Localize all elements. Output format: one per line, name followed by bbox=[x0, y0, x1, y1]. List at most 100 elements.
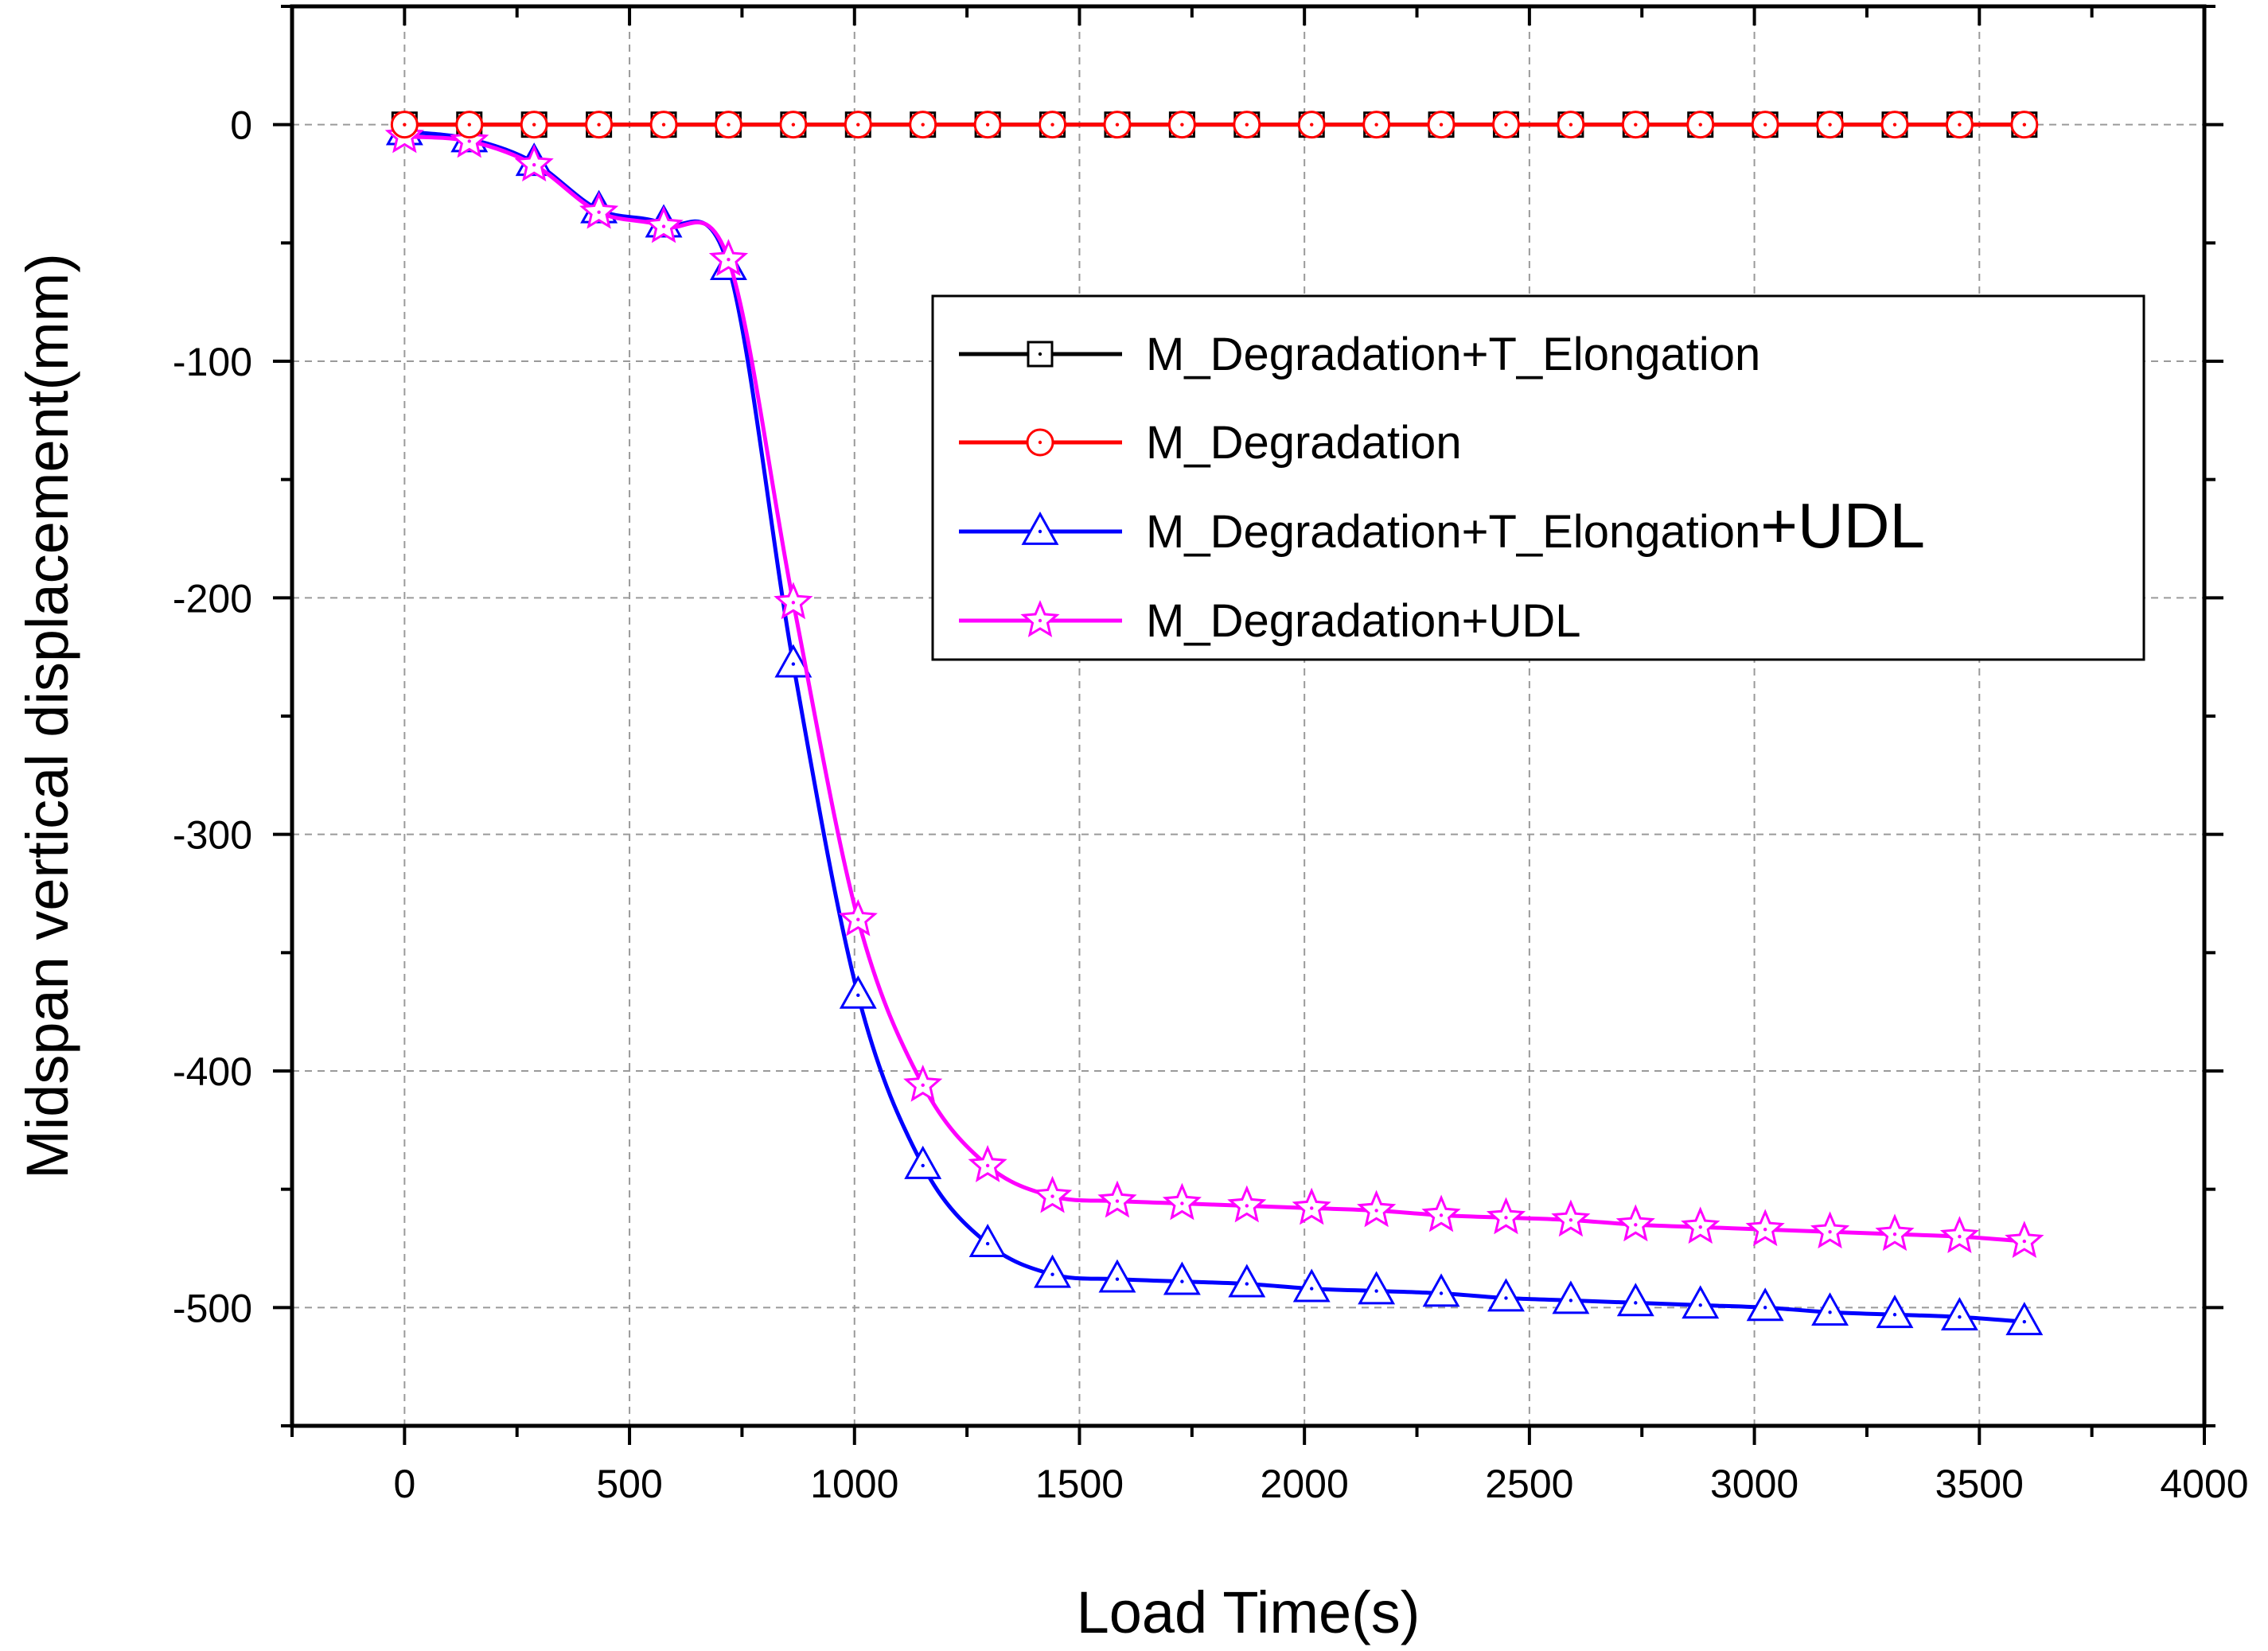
axis-ticks: 0 500 1000 1500 2000 2500 3000 3500 4000 0 -100 -20… bbox=[173, 5, 2249, 1506]
series-4 bbox=[384, 115, 2044, 1259]
series-2-point-3-center-dot bbox=[597, 123, 601, 127]
series-2 bbox=[390, 111, 2039, 139]
series-3-point-24 bbox=[1940, 1297, 1978, 1331]
series-4-point-2-center-dot bbox=[532, 163, 536, 167]
series-3-point-6 bbox=[774, 644, 813, 678]
series-3-point-13 bbox=[1228, 1264, 1266, 1298]
series-4-point-7-center-dot bbox=[856, 917, 860, 921]
series-4-point-18-center-dot bbox=[1569, 1218, 1573, 1222]
legend-label-4: M_Degradation+UDL bbox=[1146, 595, 1580, 647]
series-3-point-16-center-dot bbox=[1439, 1291, 1444, 1295]
series-3-point-25 bbox=[2005, 1302, 2044, 1336]
series-2-point-5-center-dot bbox=[727, 123, 731, 127]
legend-label-2: M_Degradation bbox=[1146, 417, 1462, 469]
series-2-point-18-center-dot bbox=[1569, 123, 1573, 127]
series-3-point-24-center-dot bbox=[1958, 1315, 1962, 1319]
series-4-point-8-center-dot bbox=[921, 1083, 925, 1088]
series-3-point-23 bbox=[1876, 1295, 1914, 1329]
series-3-point-10 bbox=[1034, 1254, 1072, 1288]
series-3-point-14 bbox=[1292, 1268, 1331, 1302]
series-3-point-12 bbox=[1163, 1261, 1201, 1295]
series-3-point-19 bbox=[1616, 1283, 1654, 1317]
series-4-point-25-center-dot bbox=[2022, 1239, 2027, 1244]
series-2-point-2-center-dot bbox=[532, 123, 536, 127]
series-3-point-22 bbox=[1811, 1292, 1849, 1326]
series-2-point-8-center-dot bbox=[921, 123, 925, 127]
series-2-point-15-center-dot bbox=[1374, 123, 1378, 127]
series-3-point-11-center-dot bbox=[1115, 1277, 1120, 1281]
series-2-point-12-center-dot bbox=[1180, 123, 1184, 127]
series-2-point-21-center-dot bbox=[1763, 123, 1767, 127]
legend-entry-4: M_Degradation+UDL bbox=[959, 595, 1580, 647]
series-4-point-16-center-dot bbox=[1439, 1213, 1444, 1217]
legend: M_Degradation+T_Elongation M_Degradation M… bbox=[931, 294, 2145, 661]
series-2-point-24-center-dot bbox=[1958, 123, 1962, 127]
x-tick-label: 1000 bbox=[810, 1462, 898, 1506]
series-2-point-6-center-dot bbox=[791, 123, 796, 127]
series-4-point-17-center-dot bbox=[1504, 1216, 1508, 1220]
series-2-point-23-center-dot bbox=[1892, 123, 1897, 127]
series-4-point-12-center-dot bbox=[1180, 1201, 1184, 1205]
series-3-point-8 bbox=[904, 1145, 942, 1179]
series-3-point-20 bbox=[1682, 1285, 1720, 1319]
y-tick-label: -100 bbox=[173, 340, 252, 384]
y-tick-label: -300 bbox=[173, 813, 252, 858]
x-tick-label: 2500 bbox=[1485, 1462, 1573, 1506]
legend-marker-3 bbox=[1021, 511, 1059, 545]
legend-label-name: M_Degradation+T_Elongation bbox=[1146, 506, 1760, 558]
series-3-point-16 bbox=[1422, 1273, 1460, 1307]
series-4-point-6-center-dot bbox=[791, 601, 796, 605]
legend-marker-2-center-dot bbox=[1038, 440, 1042, 445]
series-4-point-19-center-dot bbox=[1634, 1223, 1638, 1227]
series-3-point-18-center-dot bbox=[1569, 1299, 1573, 1302]
series-3-point-21-center-dot bbox=[1763, 1306, 1767, 1310]
series-4-point-14-center-dot bbox=[1310, 1206, 1314, 1210]
series-3-point-11 bbox=[1098, 1259, 1136, 1293]
series-2-point-4-center-dot bbox=[661, 123, 666, 127]
series-3-point-9-center-dot bbox=[985, 1241, 990, 1246]
series-2-point-22-center-dot bbox=[1828, 123, 1832, 127]
legend-label-1: M_Degradation+T_Elongation bbox=[1146, 329, 1760, 380]
series-4-point-3-center-dot bbox=[597, 210, 601, 214]
series-3-point-7 bbox=[839, 975, 877, 1009]
series-4-point-1-center-dot bbox=[467, 139, 471, 143]
series-2-point-10-center-dot bbox=[1050, 123, 1054, 127]
series-3-point-21 bbox=[1746, 1287, 1784, 1322]
series-3-point-15 bbox=[1358, 1271, 1396, 1305]
legend-marker-4-center-dot bbox=[1038, 618, 1042, 623]
series-3-point-17 bbox=[1487, 1278, 1525, 1312]
legend-entry-3: M_Degradation+T_Elongation+UDL bbox=[959, 490, 1925, 561]
x-axis-title: Load Time(s) bbox=[1077, 1579, 1420, 1645]
series-3-point-17-center-dot bbox=[1504, 1296, 1508, 1300]
series-4-point-9-center-dot bbox=[985, 1163, 990, 1168]
series-3-point-9 bbox=[968, 1223, 1007, 1257]
x-tick-label: 3500 bbox=[1935, 1462, 2024, 1506]
x-tick-label: 500 bbox=[596, 1462, 662, 1506]
series-2-point-13-center-dot bbox=[1245, 123, 1249, 127]
series-4-point-5-center-dot bbox=[727, 257, 731, 262]
series-4-point-20-center-dot bbox=[1698, 1225, 1702, 1229]
series-2-point-17-center-dot bbox=[1504, 123, 1508, 127]
y-axis-title: Midspan vertical displacement(mm) bbox=[14, 253, 80, 1179]
series-3-point-22-center-dot bbox=[1828, 1310, 1832, 1314]
series-3-point-20-center-dot bbox=[1698, 1303, 1702, 1307]
x-tick-label: 4000 bbox=[2160, 1462, 2248, 1506]
series-4-point-24-center-dot bbox=[1958, 1234, 1962, 1239]
series-2-point-19-center-dot bbox=[1634, 123, 1638, 127]
legend-box bbox=[931, 294, 2145, 661]
series-3-point-18 bbox=[1552, 1280, 1590, 1314]
series-2-point-14-center-dot bbox=[1310, 123, 1314, 127]
series-4-point-15-center-dot bbox=[1374, 1209, 1378, 1213]
series-3-point-7-center-dot bbox=[856, 993, 860, 998]
y-tick-label: -500 bbox=[173, 1286, 252, 1330]
y-tick-label: -400 bbox=[173, 1049, 252, 1094]
series-4-point-4-center-dot bbox=[661, 224, 666, 228]
legend-label-name: M_Degradation+UDL bbox=[1146, 595, 1580, 647]
series-3-point-19-center-dot bbox=[1634, 1301, 1638, 1305]
series-2-point-7-center-dot bbox=[856, 123, 860, 127]
x-tick-label: 3000 bbox=[1710, 1462, 1798, 1506]
series-3-point-8-center-dot bbox=[921, 1163, 925, 1168]
x-tick-label: 2000 bbox=[1261, 1462, 1349, 1506]
series-2-point-1-center-dot bbox=[467, 123, 471, 127]
